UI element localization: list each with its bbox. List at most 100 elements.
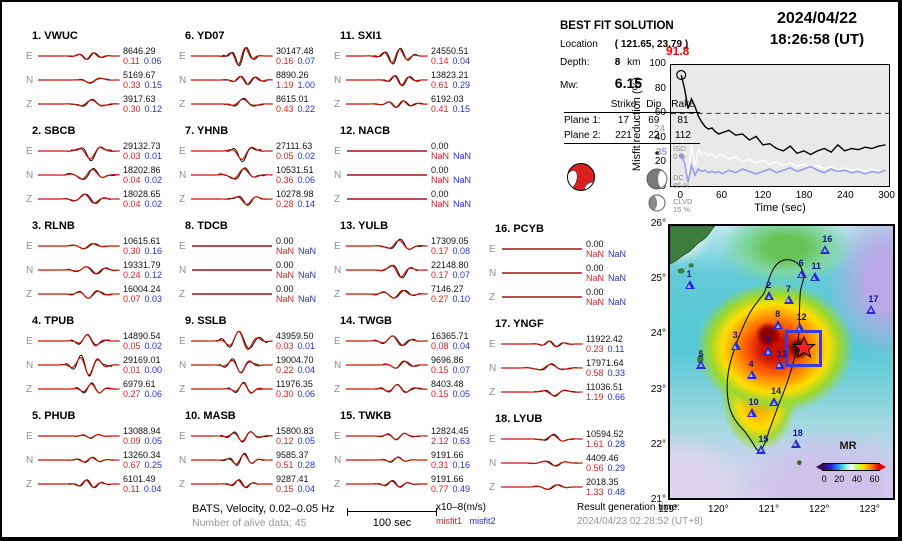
misfit1-value: 0.23	[586, 344, 604, 354]
station-sbcb: 2. SBCB E 29132.73 0.03 0.01 N 18202.86 0.04 0.0…	[20, 119, 172, 214]
peak-amplitude: 14890.54	[123, 331, 161, 341]
misfit2-value: 0.12	[144, 270, 163, 280]
station-title: 12. NACB	[340, 125, 391, 137]
waveform-row-sxi1-z: Z 6192.03 0.41 0.15	[328, 92, 480, 116]
waveform-row-pcyb-z: Z 0.00 NaN NaN	[483, 285, 635, 309]
map-station-number-5: 5	[698, 348, 704, 359]
misfit-values: NaN NaN	[276, 246, 325, 256]
waveform-trace	[38, 167, 120, 180]
misfit2-value: NaN	[608, 249, 627, 259]
amplitude-and-misfits: 11976.35 0.30 0.06	[273, 379, 325, 399]
peak-amplitude: 0.00	[586, 263, 604, 273]
map-station-triangle-1	[684, 280, 695, 290]
amplitude-and-misfits: 18202.86 0.04 0.02	[120, 165, 172, 185]
station-title: 18. LYUB	[495, 413, 543, 425]
waveform-row-twgb-n: N 9696.86 0.15 0.07	[328, 353, 480, 377]
map-latitude-tick: 22°	[650, 438, 666, 450]
misfit1-value: NaN	[276, 294, 295, 304]
misfit2-value: 0.11	[607, 344, 625, 354]
misfit1-value: 0.27	[123, 389, 141, 399]
waveform-trace	[346, 100, 428, 108]
map-station-triangle-7	[783, 294, 794, 304]
depth-unit: km	[627, 57, 641, 68]
x-tick-label: 180	[795, 190, 813, 201]
misfit1-value: NaN	[431, 151, 450, 161]
waveform-column-1: 1. VWUC E 8646.29 0.11 0.06 N 5169.67 0.33 0.15 Z…	[20, 24, 172, 499]
misfit2-value: 0.07	[452, 270, 471, 280]
waveform-row-yngf-n: N 17971.64 0.58 0.33	[483, 356, 635, 380]
misfit1-value: 0.33	[123, 80, 141, 90]
peak-amplitude: 0.00	[431, 165, 449, 175]
misfit-values: 0.17 0.07	[431, 270, 480, 280]
y-tick-label: 20	[654, 156, 666, 168]
map-station-number-11: 11	[811, 261, 822, 272]
map-station-triangle-2	[764, 291, 775, 301]
component-label: E	[179, 145, 186, 157]
waveform-row-pcyb-n: N 0.00 NaN NaN	[483, 261, 635, 285]
station-title: 16. PCYB	[495, 223, 544, 235]
component-label: N	[489, 457, 497, 469]
iso-icon	[644, 144, 670, 162]
misfit2-value: 0.04	[452, 341, 471, 351]
amplitude-and-misfits: 6979.61 0.27 0.06	[120, 379, 172, 399]
waveform-trace	[346, 238, 428, 250]
amplitude-and-misfits: 17309.05 0.17 0.08	[428, 236, 480, 256]
depth-label: Depth:	[560, 57, 590, 68]
epicenter-star	[791, 336, 816, 365]
amplitude-and-misfits: 13260.34 0.67 0.25	[120, 450, 172, 470]
nodal-planes-table: Strike Dip Rake Plane 1: 17 69 81 Plane …	[564, 97, 700, 144]
china-coastline	[670, 226, 715, 264]
location-label: Location	[560, 39, 598, 50]
misfit-values: 0.05 0.02	[276, 151, 325, 161]
misfit2-value: 0.15	[452, 104, 471, 114]
peak-amplitude: 30147.48	[276, 46, 314, 56]
component-label: N	[26, 169, 34, 181]
china-island	[688, 263, 694, 268]
misfit2-value: 0.33	[607, 368, 626, 378]
time-scale-label: 100 sec	[372, 517, 412, 529]
misfit-values: 0.16 0.07	[276, 56, 325, 66]
misfit2-value: NaN	[608, 297, 627, 307]
start-marker-dot	[678, 153, 684, 159]
misfit1-value: 0.28	[276, 199, 294, 209]
amplitude-and-misfits: 6192.03 0.41 0.15	[428, 94, 480, 114]
misfit2-value: 0.07	[297, 56, 316, 66]
component-label: N	[334, 169, 342, 181]
waveform-trace	[346, 74, 428, 87]
plane1-row: Plane 1: 17 69 81	[564, 115, 689, 126]
misfit-values: 0.56 0.29	[586, 463, 635, 473]
station-lyub: 18. LYUB E 10594.52 1.61 0.28 N 4409.46 0.56 0.2…	[483, 407, 635, 502]
map-latitude-tick: 26°	[650, 218, 666, 229]
station-title: 13. YULB	[340, 220, 389, 232]
component-label: E	[26, 240, 33, 252]
map-longitude-tick: 122°	[808, 504, 830, 515]
amplitude-units-label: x10–8(m/s)	[436, 502, 487, 513]
peak-amplitude: 8615.01	[276, 94, 309, 104]
misfit-values: 0.08 0.04	[431, 341, 480, 351]
waveform-trace	[38, 266, 120, 275]
waveform-row-sbcb-z: Z 18028.65 0.04 0.02	[20, 187, 172, 211]
station-title: 9. SSLB	[185, 315, 227, 327]
x-tick-label: 300	[878, 190, 895, 201]
misfit2-value: 0.28	[607, 439, 626, 449]
misfit1-value: 0.12	[276, 436, 294, 446]
station-title: 5. PHUB	[32, 410, 76, 422]
amplitude-and-misfits: 8890.26 1.19 1.00	[273, 70, 325, 90]
misfit-values: NaN NaN	[431, 175, 480, 185]
map-station-number-15: 15	[758, 433, 769, 444]
station-yulb: 13. YULB E 17309.05 0.17 0.08 N 22148.80 0.17 0.…	[328, 214, 480, 309]
waveform-row-masb-z: Z 9287.41 0.15 0.04	[173, 472, 325, 496]
component-label: N	[26, 454, 34, 466]
misfit-values: NaN NaN	[586, 249, 635, 259]
component-label: E	[489, 243, 496, 255]
waveform-row-yngf-z: Z 11036.51 1.19 0.66	[483, 380, 635, 404]
waveform-trace	[191, 75, 273, 86]
waveform-trace	[191, 195, 273, 206]
component-label: Z	[179, 288, 186, 300]
misfit1-value: 1.19	[586, 392, 604, 402]
event-date: 2024/04/22	[776, 10, 858, 27]
peak-amplitude: 29169.01	[123, 355, 161, 365]
component-label: Z	[179, 383, 186, 395]
misfit1-value: 0.30	[123, 104, 141, 114]
component-label: N	[26, 359, 34, 371]
